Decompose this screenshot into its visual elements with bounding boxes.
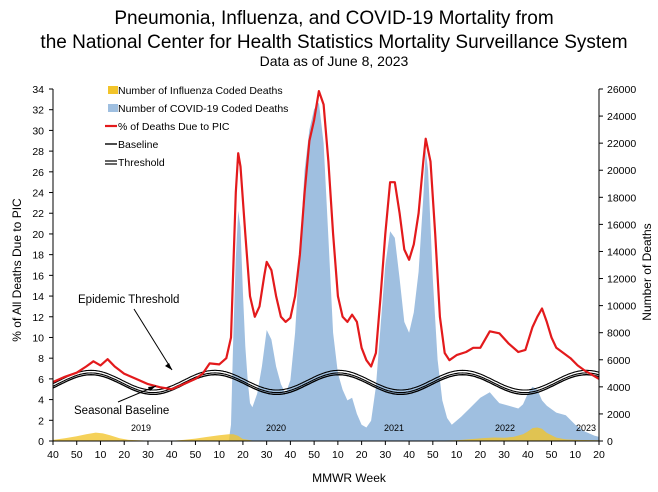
pic-percent-line [52,90,600,391]
chart-title-line2: the National Center for Health Statistic… [40,32,627,53]
x-tick-label: 30 [380,449,392,461]
season-label: 2020 [266,423,286,433]
x-tick-label: 50 [71,449,83,461]
y-left-tick-label: 12 [32,312,44,324]
x-tick-label: 20 [237,449,249,461]
x-tick-label: 10 [569,449,581,461]
y-left-tick-label: 34 [32,84,44,96]
y-left-tick-label: 18 [32,250,44,262]
y-left-tick-label: 8 [38,353,44,365]
x-tick-label: 50 [308,449,320,461]
y-axis-left-title: % of All Deaths Due to PIC [10,198,24,342]
chart-subtitle: Data as of June 8, 2023 [260,53,409,69]
legend-label-baseline: Baseline [118,139,158,151]
axes: 0246810121416182022242628303234020004000… [32,84,636,461]
y-right-tick-label: 2000 [607,409,631,421]
y-left-tick-label: 22 [32,208,44,220]
y-right-tick-label: 26000 [607,84,636,96]
annotation-threshold-arrowhead [165,363,172,370]
threshold-line-upper [52,369,600,391]
y-left-tick-label: 20 [32,229,44,241]
y-right-tick-label: 22000 [607,138,636,150]
annotation-baseline-arrowhead [148,386,156,391]
x-tick-label: 10 [95,449,107,461]
x-tick-label: 30 [261,449,273,461]
legend-label-pic: % of Deaths Due to PIC [118,121,230,133]
x-tick-label: 20 [474,449,486,461]
annotation-seasonal-baseline: Seasonal Baseline [74,405,169,417]
y-left-tick-label: 2 [38,415,44,427]
y-left-tick-label: 4 [38,395,44,407]
x-tick-label: 50 [190,449,202,461]
y-left-tick-label: 28 [32,146,44,158]
x-tick-label: 20 [356,449,368,461]
legend: Number of Influenza Coded Deaths Number … [105,85,288,169]
y-right-tick-label: 12000 [607,274,636,286]
season-label: 2019 [131,423,151,433]
covid-deaths-area [228,102,599,441]
y-left-tick-label: 30 [32,125,44,137]
annotation-threshold-arrow [133,308,173,371]
annotation-epidemic-threshold: Epidemic Threshold [78,294,179,306]
x-tick-label: 40 [47,449,59,461]
legend-swatch-covid [108,104,118,112]
threshold-line-lower [52,372,600,394]
x-tick-label: 20 [593,449,605,461]
y-right-tick-label: 20000 [607,165,636,177]
y-right-tick-label: 6000 [607,355,631,367]
x-tick-label: 30 [498,449,510,461]
y-left-tick-label: 24 [32,188,44,200]
legend-label-influenza: Number of Influenza Coded Deaths [118,85,283,97]
y-right-tick-label: 8000 [607,328,631,340]
season-label: 2022 [495,423,515,433]
y-left-tick-label: 16 [32,270,44,282]
y-axis-right-title: Number of Deaths [640,223,654,320]
y-left-tick-label: 6 [38,374,44,386]
x-axis-title: MMWR Week [312,471,387,485]
legend-label-threshold: Threshold [118,157,165,169]
y-right-tick-label: 18000 [607,192,636,204]
x-tick-label: 10 [213,449,225,461]
y-left-tick-label: 14 [32,291,44,303]
season-label: 2023 [576,423,596,433]
legend-swatch-influenza [108,86,118,94]
y-left-tick-label: 10 [32,332,44,344]
baseline-line [52,374,600,396]
x-tick-label: 50 [427,449,439,461]
y-left-tick-label: 0 [38,436,44,448]
chart-title-line1: Pneumonia, Influenza, and COVID-19 Morta… [114,8,553,29]
x-tick-label: 20 [118,449,130,461]
x-tick-label: 40 [522,449,534,461]
y-right-tick-label: 16000 [607,219,636,231]
x-tick-label: 50 [546,449,558,461]
y-right-tick-label: 0 [607,436,613,448]
plot-area [52,90,600,441]
x-tick-label: 40 [285,449,297,461]
y-right-tick-label: 4000 [607,382,631,394]
y-right-tick-label: 10000 [607,301,636,313]
x-tick-label: 40 [166,449,178,461]
y-left-tick-label: 26 [32,167,44,179]
x-tick-label: 40 [403,449,415,461]
season-label: 2021 [384,423,404,433]
influenza-deaths-area [53,427,599,441]
legend-label-covid: Number of COVID-19 Coded Deaths [118,103,288,115]
x-tick-label: 10 [332,449,344,461]
x-tick-label: 30 [142,449,154,461]
x-tick-label: 10 [451,449,463,461]
y-right-tick-label: 14000 [607,246,636,258]
y-left-tick-label: 32 [32,105,44,117]
y-right-tick-label: 24000 [607,111,636,123]
